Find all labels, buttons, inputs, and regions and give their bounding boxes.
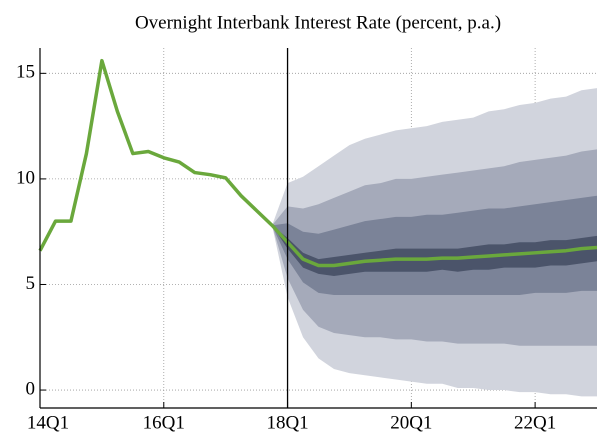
y-tick-label: 15 (16, 62, 35, 83)
y-tick-label: 5 (26, 273, 36, 294)
y-tick-label: 10 (16, 167, 35, 188)
rate-line (38, 58, 597, 268)
x-tick-label: 16Q1 (143, 412, 185, 433)
chart-title: Overnight Interbank Interest Rate (perce… (135, 12, 501, 33)
x-tick-label: 22Q1 (514, 412, 556, 433)
x-tick-label: 14Q1 (27, 412, 69, 433)
x-tick-label: 20Q1 (390, 412, 432, 433)
x-tick-label: 18Q1 (266, 412, 308, 433)
y-tick-label: 0 (26, 378, 36, 399)
